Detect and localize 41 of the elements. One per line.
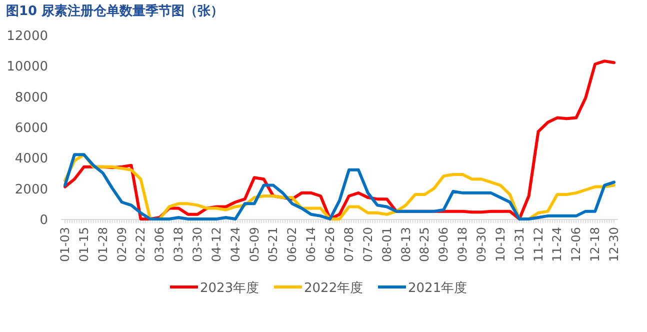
legend-label: 2021年度 <box>408 280 468 296</box>
x-tick-label: 03-30 <box>190 227 205 262</box>
x-tick-label: 03-18 <box>172 227 186 262</box>
y-tick-label: 8000 <box>14 90 48 106</box>
y-tick-label: 10000 <box>6 60 48 75</box>
x-tick-label: 08-13 <box>398 227 413 262</box>
x-tick-label: 06-14 <box>304 227 318 262</box>
x-tick-label: 06-02 <box>285 227 300 262</box>
x-tick-label: 11-12 <box>531 227 546 262</box>
x-tick-label: 10-19 <box>493 227 508 262</box>
x-tick-label: 09-06 <box>436 227 451 262</box>
x-tick-label: 05-21 <box>266 227 280 262</box>
x-tick-label: 07-08 <box>342 227 356 262</box>
x-tick-label: 02-09 <box>114 227 129 262</box>
legend-label: 2023年度 <box>200 280 260 296</box>
x-tick-label: 03-06 <box>152 227 167 262</box>
x-tick-label: 07-20 <box>360 227 375 262</box>
x-tick-label: 12-18 <box>588 227 602 262</box>
x-tick-label: 11-24 <box>550 227 564 262</box>
y-tick-label: 6000 <box>14 121 48 136</box>
x-tick-label: 08-25 <box>418 227 432 262</box>
x-tick-label: 04-12 <box>209 227 224 262</box>
x-tick-label: 05-09 <box>247 227 262 262</box>
y-tick-label: 2000 <box>14 182 48 198</box>
x-tick-label: 01-03 <box>58 227 72 262</box>
x-tick-label: 04-24 <box>228 227 242 262</box>
x-tick-label: 01-28 <box>96 227 110 262</box>
y-tick-label: 4000 <box>14 152 48 167</box>
x-tick-label: 12-30 <box>607 227 621 262</box>
x-tick-label: 10-31 <box>512 227 526 262</box>
y-tick-label: 12000 <box>6 29 48 44</box>
x-tick-label: 09-18 <box>456 227 470 262</box>
chart-title: 图10 尿素注册仓单数量季节图（张） <box>6 3 224 19</box>
legend-label: 2022年度 <box>304 280 364 296</box>
y-tick-label: 0 <box>40 213 48 228</box>
x-tick-label: 02-22 <box>134 227 148 262</box>
x-tick-label: 06-26 <box>323 227 338 262</box>
x-tick-label: 12-06 <box>569 227 584 262</box>
x-tick-label: 08-01 <box>380 227 394 262</box>
x-tick-label: 01-15 <box>76 227 91 262</box>
x-tick-label: 09-30 <box>474 227 488 262</box>
